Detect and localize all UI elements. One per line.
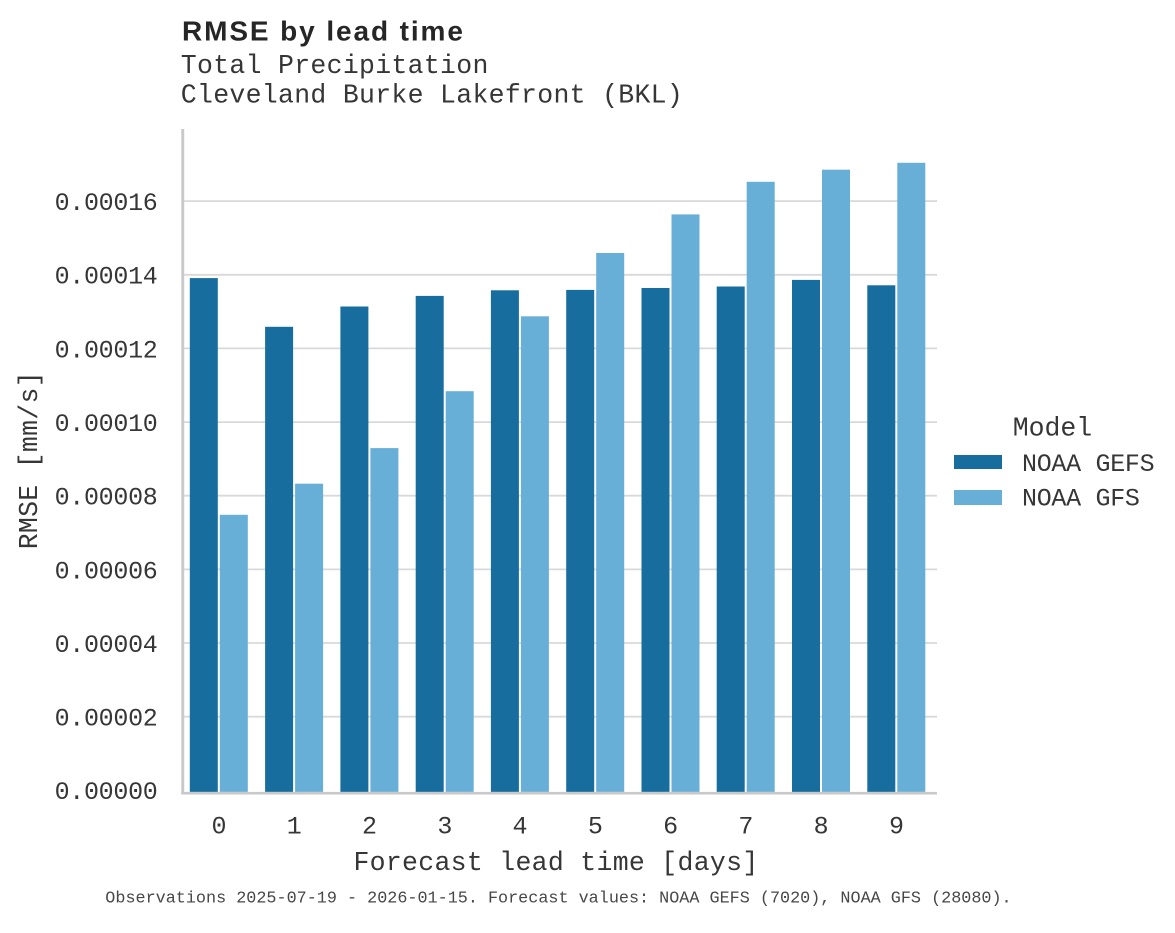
svg-text:NOAA GFS: NOAA GFS xyxy=(1022,484,1140,513)
svg-text:RMSE by lead time: RMSE by lead time xyxy=(182,16,465,47)
svg-text:Observations 2025-07-19 - 2026: Observations 2025-07-19 - 2026-01-15. Fo… xyxy=(105,890,1011,909)
svg-text:Forecast lead time [days]: Forecast lead time [days] xyxy=(353,848,758,878)
svg-text:0.00000: 0.00000 xyxy=(55,778,158,807)
svg-text:0: 0 xyxy=(211,813,226,842)
svg-text:6: 6 xyxy=(663,813,678,842)
svg-text:2: 2 xyxy=(362,813,377,842)
svg-text:9: 9 xyxy=(889,813,904,842)
svg-text:0.00010: 0.00010 xyxy=(55,410,158,439)
svg-text:1: 1 xyxy=(287,813,302,842)
svg-text:3: 3 xyxy=(437,813,452,842)
svg-text:Cleveland Burke Lakefront (BKL: Cleveland Burke Lakefront (BKL) xyxy=(181,80,683,110)
svg-text:0.00012: 0.00012 xyxy=(55,336,158,365)
svg-text:0.00014: 0.00014 xyxy=(55,263,158,292)
svg-text:0.00008: 0.00008 xyxy=(55,484,158,513)
svg-text:0.00006: 0.00006 xyxy=(55,557,158,586)
svg-text:7: 7 xyxy=(738,813,753,842)
svg-text:8: 8 xyxy=(814,813,829,842)
svg-text:Total Precipitation: Total Precipitation xyxy=(181,51,489,81)
svg-text:Model: Model xyxy=(1013,414,1093,444)
svg-text:4: 4 xyxy=(513,813,528,842)
svg-text:0.00002: 0.00002 xyxy=(55,705,158,734)
svg-text:0.00004: 0.00004 xyxy=(55,631,158,660)
svg-text:0.00016: 0.00016 xyxy=(55,189,158,218)
svg-text:5: 5 xyxy=(588,813,603,842)
svg-text:NOAA GEFS: NOAA GEFS xyxy=(1022,450,1154,479)
svg-text:RMSE [mm/s]: RMSE [mm/s] xyxy=(15,371,45,549)
